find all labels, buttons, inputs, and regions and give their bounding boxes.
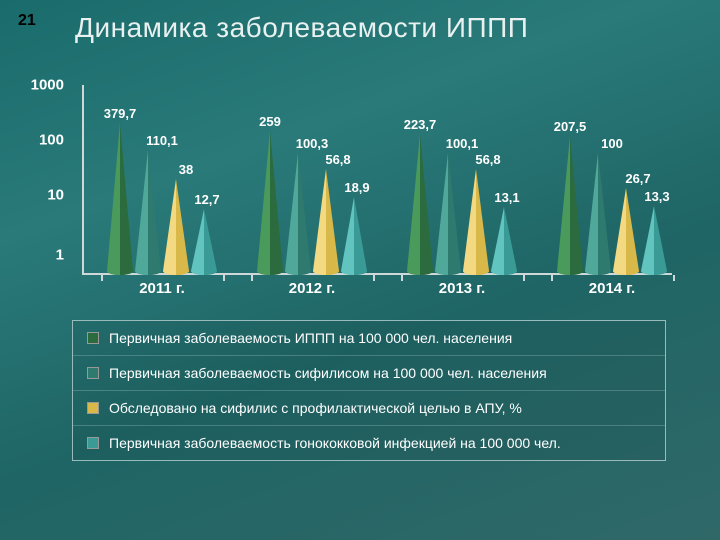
- tick: [101, 275, 103, 281]
- legend: Первичная заболеваемость ИППП на 100 000…: [72, 320, 666, 461]
- cone-bar: [107, 123, 133, 279]
- tick: [223, 275, 225, 281]
- x-tick-label: 2011 г.: [139, 280, 185, 297]
- cone-bar: [407, 134, 433, 279]
- cone-bar: [613, 188, 639, 279]
- data-label: 259: [259, 114, 281, 129]
- tick: [401, 275, 403, 281]
- y-tick-label: 100: [39, 132, 64, 149]
- cone-bar: [191, 209, 217, 279]
- cone-bar: [435, 153, 461, 279]
- x-tick-label: 2014 г.: [589, 280, 635, 297]
- legend-item: Первичная заболеваемость сифилисом на 10…: [73, 355, 665, 390]
- cone-bar: [257, 131, 283, 279]
- legend-item: Обследовано на сифилис с профилактическо…: [73, 390, 665, 425]
- cone-bar: [641, 206, 667, 279]
- chart: 10001001012011 г.379,7110,13812,72012 г.…: [72, 85, 672, 295]
- legend-label: Первичная заболеваемость ИППП на 100 000…: [109, 330, 512, 346]
- data-label: 100: [601, 136, 623, 151]
- legend-label: Первичная заболеваемость сифилисом на 10…: [109, 365, 547, 381]
- cone-bar: [585, 153, 611, 279]
- data-label: 56,8: [475, 152, 500, 167]
- cone-bar: [557, 136, 583, 279]
- legend-item: Первичная заболеваемость гонококковой ин…: [73, 425, 665, 460]
- tick: [673, 275, 675, 281]
- data-label: 207,5: [554, 119, 587, 134]
- data-label: 56,8: [325, 152, 350, 167]
- data-label: 100,1: [446, 136, 479, 151]
- cone-bar: [341, 197, 367, 279]
- y-tick-label: 10: [47, 187, 64, 204]
- data-label: 12,7: [194, 192, 219, 207]
- cone-bar: [313, 169, 339, 279]
- data-label: 100,3: [296, 136, 329, 151]
- data-label: 13,3: [644, 189, 669, 204]
- data-label: 110,1: [146, 133, 178, 148]
- data-label: 38: [179, 162, 193, 177]
- legend-swatch: [87, 332, 99, 344]
- tick: [373, 275, 375, 281]
- data-label: 379,7: [104, 106, 137, 121]
- tick: [523, 275, 525, 281]
- data-label: 223,7: [404, 117, 437, 132]
- data-label: 13,1: [494, 190, 519, 205]
- legend-label: Обследовано на сифилис с профилактическо…: [109, 400, 522, 416]
- page-title: Динамика заболеваемости ИППП: [75, 12, 528, 44]
- cone-bar: [285, 153, 311, 279]
- legend-swatch: [87, 367, 99, 379]
- x-tick-label: 2013 г.: [439, 280, 485, 297]
- y-axis: [82, 85, 84, 275]
- cone-bar: [135, 150, 161, 279]
- legend-item: Первичная заболеваемость ИППП на 100 000…: [73, 321, 665, 355]
- legend-swatch: [87, 402, 99, 414]
- x-tick-label: 2012 г.: [289, 280, 335, 297]
- data-label: 18,9: [344, 180, 369, 195]
- cone-bar: [491, 207, 517, 279]
- legend-swatch: [87, 437, 99, 449]
- cone-bar: [463, 169, 489, 279]
- slide-number: 21: [18, 12, 36, 30]
- y-tick-label: 1: [56, 247, 64, 264]
- y-tick-label: 1000: [31, 77, 64, 94]
- tick: [251, 275, 253, 281]
- data-label: 26,7: [625, 171, 650, 186]
- cone-bar: [163, 179, 189, 279]
- legend-label: Первичная заболеваемость гонококковой ин…: [109, 435, 561, 451]
- tick: [551, 275, 553, 281]
